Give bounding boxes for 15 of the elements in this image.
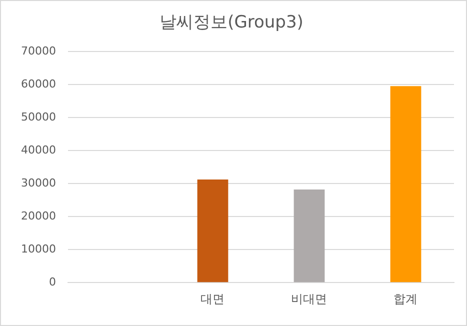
bar xyxy=(390,86,422,282)
y-tick-label: 10000 xyxy=(20,242,56,256)
y-tick-label: 50000 xyxy=(20,110,56,124)
x-tick-label: 비대면 xyxy=(291,292,328,306)
bar xyxy=(197,180,228,282)
y-tick-label: 0 xyxy=(48,275,56,288)
y-tick-label: 40000 xyxy=(20,143,56,156)
y-tick-label: 70000 xyxy=(20,44,56,58)
y-tick-label: 30000 xyxy=(20,176,56,190)
x-tick-label: 합계 xyxy=(394,292,418,306)
chart-title: 날씨정보(Group3) xyxy=(160,12,304,33)
x-tick-label: 대면 xyxy=(200,292,225,306)
y-tick-label: 20000 xyxy=(20,209,56,222)
bar xyxy=(294,189,325,282)
y-tick-label: 60000 xyxy=(20,77,56,90)
